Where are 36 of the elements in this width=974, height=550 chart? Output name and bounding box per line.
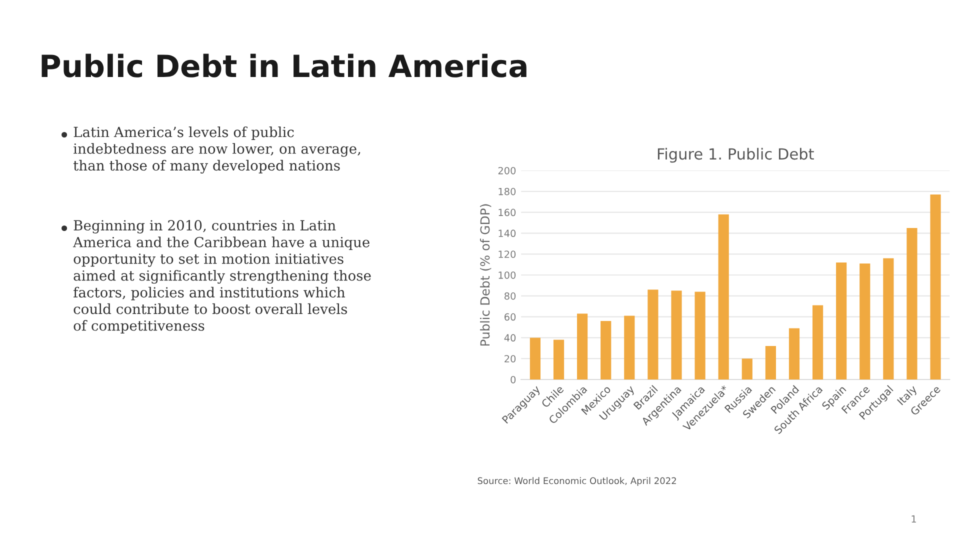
y-tick-label: 60 xyxy=(504,313,516,321)
y-tick-label: 180 xyxy=(498,188,516,196)
y-tick-label: 40 xyxy=(504,334,516,342)
bar xyxy=(742,358,752,380)
bar xyxy=(883,258,894,380)
y-tick-label: 0 xyxy=(510,376,516,384)
bar xyxy=(600,320,612,380)
bar xyxy=(765,346,776,380)
bar xyxy=(577,314,588,380)
y-tick-label: 80 xyxy=(504,292,516,300)
source-note: Source: World Economic Outlook, April 2022 xyxy=(478,477,676,486)
chart-subtitle: Figure 1. Public Debt xyxy=(658,148,814,163)
y-tick-label: 20 xyxy=(504,355,516,362)
bar xyxy=(718,214,729,380)
bar xyxy=(624,316,635,380)
text: Beginning in 2010, countries in Latin America and the Caribbean have a unique opportunity to set in motion initiatives aimed at significantly strengthening those factors, policies and institutions which could contribute to boost overall levels of competitiveness xyxy=(72,220,371,334)
y-tick-label: 160 xyxy=(498,208,516,216)
y-tick-label: 100 xyxy=(498,271,516,279)
y-tick-label: 120 xyxy=(498,250,516,258)
bar xyxy=(671,290,682,380)
bar xyxy=(553,340,564,380)
bar xyxy=(906,228,918,380)
bar xyxy=(694,292,706,380)
y-tick-label: 140 xyxy=(498,230,516,238)
bar xyxy=(836,262,847,380)
bar xyxy=(530,338,541,380)
y-tick-label: 200 xyxy=(498,166,516,174)
y-axis-title: Public Debt (% of GDP) xyxy=(480,204,492,346)
bar xyxy=(930,194,941,380)
bar xyxy=(812,305,824,380)
bar xyxy=(788,328,800,380)
chart-title: Public Debt in Latin America xyxy=(42,54,526,78)
bar xyxy=(648,290,658,380)
text: Latin America’s levels of public indebtedness are now lower, on average, than those of many developed nations xyxy=(73,126,360,174)
bar xyxy=(860,264,870,380)
text: 1 xyxy=(912,515,916,522)
